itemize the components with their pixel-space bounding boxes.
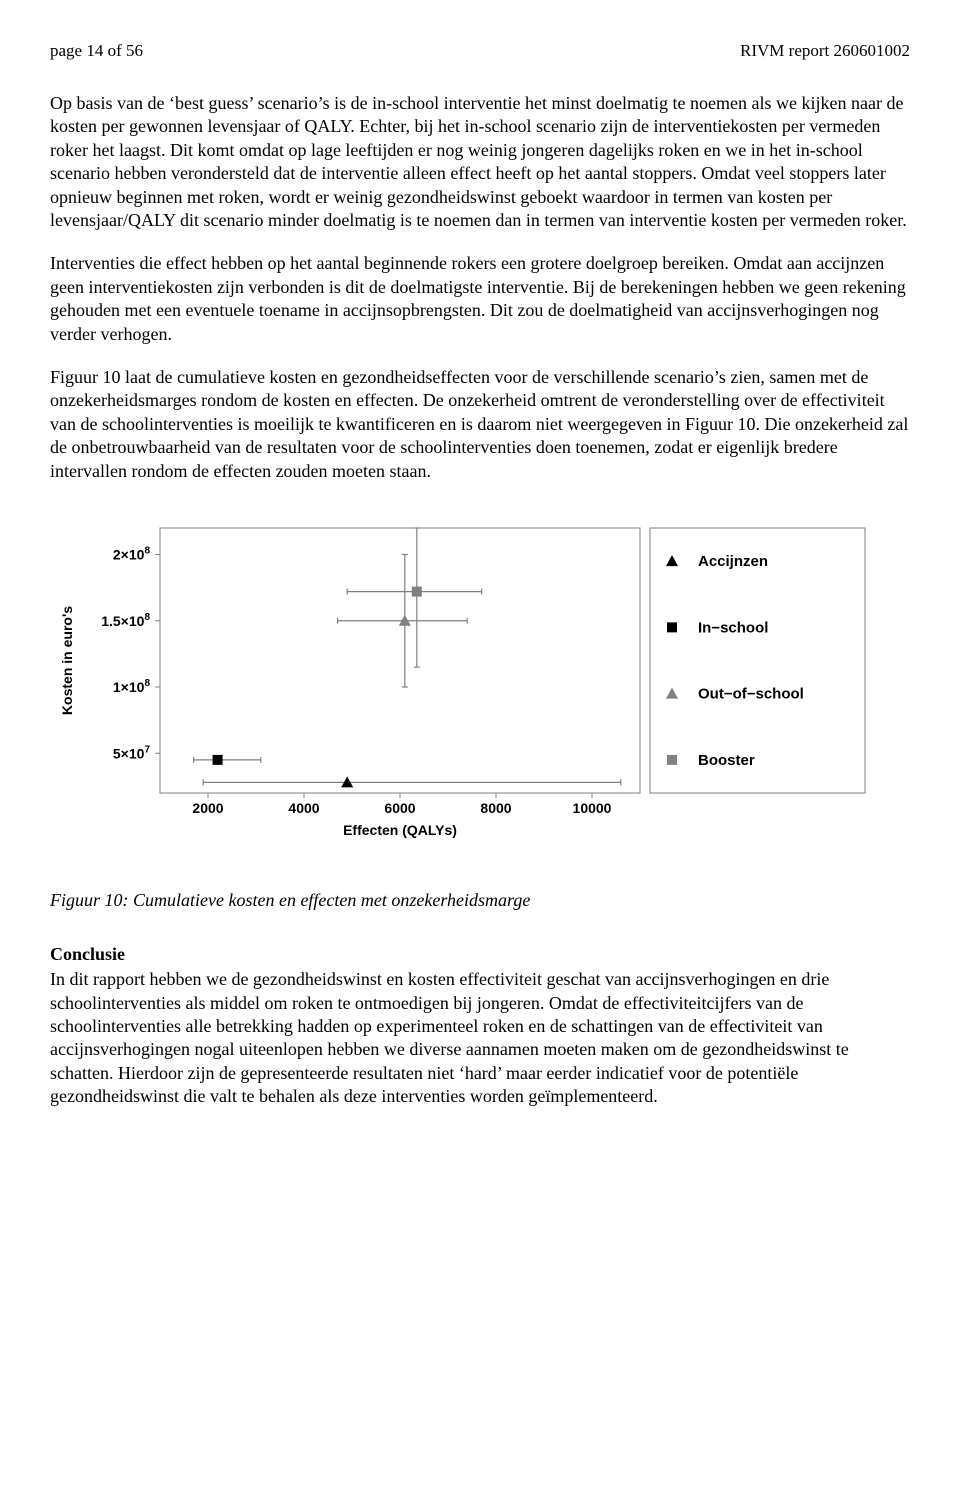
- svg-text:10000: 10000: [573, 800, 612, 816]
- conclusion-paragraph: In dit rapport hebben we de gezondheidsw…: [50, 968, 910, 1108]
- svg-text:1.5×108: 1.5×108: [101, 612, 150, 629]
- chart-cost-effect: 2000 4000 6000 8000 10000 Effecten (QALYs) 5×1…: [50, 513, 870, 853]
- page-number: page 14 of 56: [50, 40, 143, 62]
- paragraph-3: Figuur 10 laat de cumulatieve kosten en …: [50, 366, 910, 483]
- svg-text:Effecten (QALYs): Effecten (QALYs): [343, 822, 457, 838]
- svg-text:Booster: Booster: [698, 752, 755, 769]
- svg-text:Accijnzen: Accijnzen: [698, 553, 768, 570]
- svg-text:8000: 8000: [480, 800, 511, 816]
- page-header: page 14 of 56 RIVM report 260601002: [50, 40, 910, 62]
- paragraph-1: Op basis van de ‘best guess’ scenario’s …: [50, 92, 910, 232]
- svg-text:5×107: 5×107: [113, 744, 151, 761]
- svg-text:6000: 6000: [384, 800, 415, 816]
- svg-text:In−school: In−school: [698, 619, 768, 636]
- svg-text:Out−of−school: Out−of−school: [698, 686, 804, 703]
- report-id: RIVM report 260601002: [740, 40, 910, 62]
- svg-text:2000: 2000: [192, 800, 223, 816]
- paragraph-2: Interventies die effect hebben op het aa…: [50, 252, 910, 346]
- svg-text:1×108: 1×108: [113, 678, 151, 695]
- svg-text:4000: 4000: [288, 800, 319, 816]
- figure-caption: Figuur 10: Cumulatieve kosten en effecte…: [50, 889, 910, 912]
- figure-10: 2000 4000 6000 8000 10000 Effecten (QALYs) 5×1…: [50, 513, 910, 859]
- svg-text:Kosten in euro's: Kosten in euro's: [59, 606, 75, 715]
- svg-text:2×108: 2×108: [113, 545, 151, 562]
- conclusion-heading: Conclusie: [50, 943, 910, 966]
